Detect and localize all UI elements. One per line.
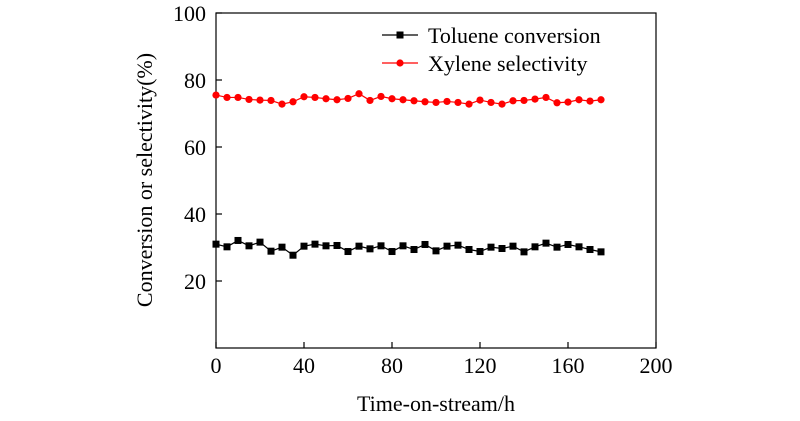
data-point: [355, 242, 363, 250]
data-point: [487, 243, 495, 251]
y-tick-label: 20: [184, 269, 206, 294]
x-axis-ticks: 0 40 80 120 160 200: [211, 342, 673, 378]
data-point: [300, 242, 308, 250]
data-point: [531, 95, 539, 103]
data-point: [465, 100, 473, 108]
data-point: [421, 240, 429, 248]
data-point: [564, 240, 572, 248]
data-point: [542, 93, 550, 102]
x-tick-label: 200: [640, 353, 673, 378]
data-point: [245, 242, 253, 250]
x-tick-label: 160: [552, 353, 585, 378]
data-point: [388, 248, 396, 256]
data-point: [311, 93, 319, 102]
y-tick-label: 100: [173, 1, 206, 26]
data-point: [223, 93, 231, 102]
data-point: [597, 96, 605, 104]
data-point: [421, 98, 429, 106]
data-point: [256, 238, 264, 246]
data-point: [410, 97, 418, 105]
y-axis-ticks: 20 40 60 80 100: [173, 1, 222, 294]
data-point: [586, 246, 594, 254]
y-tick-label: 40: [184, 202, 206, 227]
data-point: [399, 96, 407, 104]
data-point: [399, 242, 407, 250]
data-point: [355, 90, 363, 98]
data-point: [498, 100, 506, 108]
data-point: [509, 97, 517, 105]
data-point: [432, 247, 440, 255]
legend-label: Xylene selectivity: [428, 51, 587, 76]
data-point: [212, 91, 220, 99]
data-point: [267, 247, 275, 255]
data-point: [487, 98, 495, 107]
data-point: [454, 241, 462, 249]
data-point: [234, 93, 242, 102]
data-point: [278, 243, 286, 251]
data-point: [531, 243, 539, 251]
data-point: [498, 245, 506, 253]
data-point: [586, 97, 594, 105]
data-point: [344, 94, 352, 103]
data-point: [256, 96, 264, 104]
data-point: [212, 240, 220, 248]
x-tick-label: 80: [381, 353, 403, 378]
data-point: [333, 241, 341, 249]
data-point: [410, 246, 418, 254]
data-point: [443, 97, 451, 106]
data-point: [520, 96, 528, 105]
series-layer: [212, 90, 605, 259]
data-point: [245, 95, 253, 104]
legend-marker: [396, 31, 404, 39]
legend-marker: [396, 59, 404, 67]
data-point: [597, 248, 605, 256]
data-point: [278, 100, 286, 108]
data-point: [267, 96, 275, 105]
data-point: [223, 243, 231, 251]
data-point: [234, 236, 242, 244]
legend-label: Toluene conversion: [428, 23, 601, 48]
y-tick-label: 80: [184, 68, 206, 93]
data-point: [553, 99, 561, 107]
data-point: [476, 248, 484, 256]
data-point: [377, 92, 385, 101]
data-point: [311, 240, 319, 248]
data-point: [575, 96, 583, 104]
data-point: [366, 96, 374, 105]
data-point: [333, 96, 341, 104]
data-point: [289, 98, 297, 106]
data-point: [454, 98, 462, 107]
data-point: [564, 98, 572, 106]
data-point: [388, 95, 396, 103]
legend: Toluene conversion Xylene selectivity: [382, 23, 601, 76]
data-point: [575, 243, 583, 251]
data-point: [465, 246, 473, 254]
y-axis-label: Conversion or selectivity(%): [132, 53, 157, 307]
data-point: [300, 93, 308, 101]
plot-frame: [215, 12, 657, 349]
data-point: [443, 242, 451, 250]
data-point: [432, 98, 440, 107]
data-point: [520, 248, 528, 256]
x-tick-label: 0: [211, 353, 222, 378]
data-point: [344, 248, 352, 256]
x-tick-label: 120: [464, 353, 497, 378]
data-point: [509, 242, 517, 250]
y-tick-label: 60: [184, 135, 206, 160]
data-point: [377, 242, 385, 250]
data-point: [476, 96, 484, 104]
data-point: [553, 243, 561, 251]
data-point: [322, 242, 330, 250]
data-point: [289, 251, 297, 259]
data-point: [366, 245, 374, 253]
x-axis-label: Time-on-stream/h: [357, 391, 515, 416]
x-tick-label: 40: [293, 353, 315, 378]
data-point: [542, 239, 550, 247]
data-point: [322, 95, 330, 103]
